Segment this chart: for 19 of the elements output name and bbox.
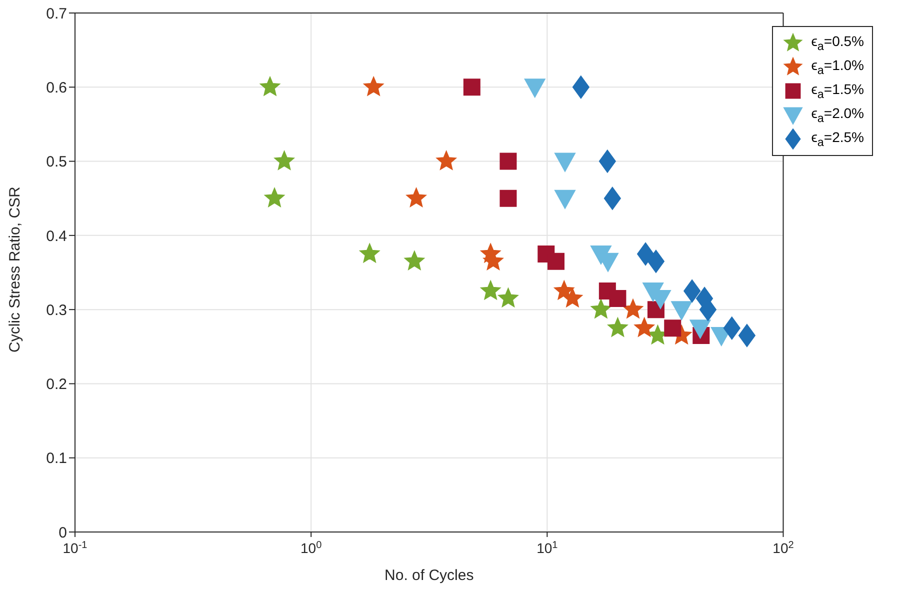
x-tick-label: 10$^{1}$ <box>536 540 558 556</box>
x-axis-title: No. of Cycles <box>384 567 474 584</box>
y-tick-label: 0.2 <box>46 376 67 394</box>
legend-label: ϵ$_{a}$=0.5% <box>811 33 864 53</box>
x-tick-label: 10$^{2}$ <box>772 540 794 556</box>
x-tick-label: 10$^{0}$ <box>300 540 322 556</box>
y-tick-label: 0.1 <box>46 450 67 468</box>
legend-label: ϵ$_{a}$=2.0% <box>811 105 864 125</box>
x-tick-label: 10$^{-1}$ <box>62 540 88 556</box>
legend-label: ϵ$_{a}$=1.0% <box>811 57 864 77</box>
y-tick-label: 0.5 <box>46 154 67 171</box>
y-tick-label: 0.6 <box>46 79 67 96</box>
y-tick-label: 0.3 <box>46 302 67 319</box>
y-tick-label: 0 <box>58 524 67 542</box>
y-tick-label: 0.7 <box>46 5 67 22</box>
legend-label: ϵ$_{a}$=1.5% <box>811 81 864 101</box>
y-tick-label: 0.4 <box>46 228 67 245</box>
y-axis-title: Cyclic Stress Ratio, CSR <box>6 186 24 352</box>
legend-label: ϵ$_{a}$=2.5% <box>811 129 864 149</box>
